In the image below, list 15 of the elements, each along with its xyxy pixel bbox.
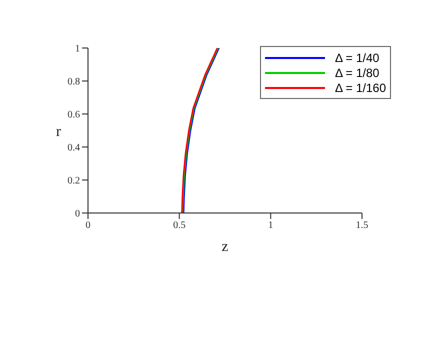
legend-label: Δ = 1/40 — [334, 50, 380, 64]
y-tick-label: 0 — [75, 208, 80, 220]
y-tick-label: 0.2 — [68, 176, 80, 187]
x-tick-label: 0.5 — [173, 220, 186, 232]
legend-label: Δ = 1/80 — [334, 66, 380, 80]
x-axis-title: z — [222, 239, 229, 255]
y-tick-label: 1 — [75, 44, 80, 55]
y-axis-title: r — [56, 124, 61, 140]
y-tick-label: 0.4 — [68, 142, 80, 154]
x-tick-label: 1 — [268, 220, 274, 232]
x-tick-label: 0 — [86, 220, 90, 232]
y-tick-label: 0.8 — [68, 76, 80, 88]
x-tick-label: 1.5 — [356, 220, 368, 232]
legend-label: Δ = 1/160 — [334, 80, 386, 94]
y-tick-label: 0.6 — [68, 110, 80, 121]
